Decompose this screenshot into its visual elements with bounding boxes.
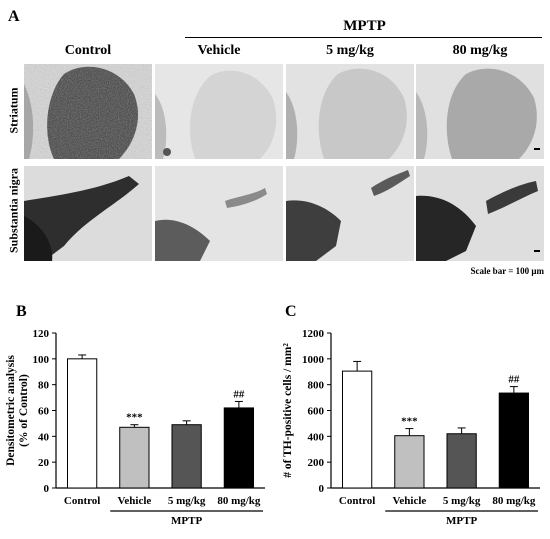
chart-b-bar: [119, 426, 150, 489]
micrograph-striatum-control: [24, 64, 152, 159]
chart-b-bar: [66, 358, 98, 489]
chart-c-y-tick-label: 1200: [302, 328, 325, 340]
chart-b-y-tick-label: 80: [38, 380, 50, 392]
mptp-header-line: [185, 37, 542, 38]
chart-c-bar: [498, 392, 530, 489]
chart-b-y-tick-label: 120: [33, 328, 50, 340]
chart-b-y-axis-label: (% of Control): [18, 374, 30, 447]
chart-b-x-tick-label: Control: [64, 495, 100, 507]
chart-c-x-tick-label: Control: [339, 495, 375, 507]
chart-c-x-tick-label: 5 mg/kg: [443, 495, 481, 507]
chart-c-bar: [341, 370, 373, 489]
chart-b-bar: [223, 407, 255, 489]
column-header-80mg: 80 mg/kg: [452, 43, 508, 58]
chart-b-y-tick-label: 100: [33, 354, 50, 366]
column-header-control: Control: [64, 43, 112, 58]
micrograph-sn-vehicle: [155, 166, 283, 261]
chart-c-y-tick-label: 400: [308, 431, 325, 443]
chart-b-y-tick-label: 20: [38, 457, 50, 469]
chart-b-x-tick-label: 5 mg/kg: [168, 495, 206, 507]
panel-c-label: C: [285, 303, 297, 320]
chart-c-y-tick-label: 800: [308, 380, 325, 392]
chart-b-bar: [171, 424, 202, 489]
chart-c-bar: [394, 435, 425, 489]
chart-c-y-tick-label: 600: [308, 406, 325, 418]
chart-c-y-axis-label: # of TH-positive cells / mm²: [282, 343, 294, 478]
chart-b-y-tick-label: 60: [38, 406, 50, 418]
chart-b-y-tick-label: 0: [44, 483, 50, 495]
chart-b-x-tick-label: 80 mg/kg: [217, 495, 261, 507]
chart-c-y-tick-label: 1000: [302, 354, 325, 366]
scale-bar-label: Scale bar = 100 μm: [470, 266, 544, 276]
chart-c-svg: 0 200 400 600 800 1000 1200 # of TH-positive ce…: [282, 328, 540, 527]
row-header-striatum: Striatum: [6, 87, 21, 134]
micrograph-sn-80mg: [416, 166, 544, 261]
chart-b-x-tick-label: Vehicle: [117, 495, 151, 507]
chart-b-significance-mark: ***: [126, 412, 143, 424]
chart-c-x-tick-label: 80 mg/kg: [492, 495, 536, 507]
chart-b-significance-mark: ##: [233, 388, 245, 400]
chart-b-group-label: MPTP: [171, 515, 202, 527]
panel-a-label: A: [8, 8, 20, 25]
column-header-5mg: 5 mg/kg: [326, 43, 374, 58]
chart-c-significance-mark: ***: [401, 416, 418, 428]
micrograph-sn-5mg: [286, 166, 414, 261]
chart-th-positive: 0 200 400 600 800 1000 1200 # of TH-positive ce…: [275, 316, 550, 534]
chart-c-x-tick-label: Vehicle: [392, 495, 426, 507]
row-header-substantia-nigra: Substantia nigra: [6, 167, 21, 254]
chart-c-bar: [446, 433, 477, 489]
chart-densitometric: 0 20 40 60 80 100 120 Densitometric analysis (% …: [0, 316, 275, 534]
chart-b-y-axis-label: Densitometric analysis: [5, 355, 17, 466]
mptp-header: MPTP: [343, 18, 386, 34]
panel-b-label: B: [16, 303, 27, 320]
chart-c-y-tick-label: 200: [308, 457, 325, 469]
micrograph-sn-control: [24, 166, 152, 261]
micrograph-striatum-80mg: [416, 64, 544, 159]
chart-c-y-tick-label: 0: [319, 483, 325, 495]
chart-c-significance-mark: ##: [508, 374, 520, 386]
column-header-vehicle: Vehicle: [197, 43, 241, 58]
chart-b-svg: 0 20 40 60 80 100 120 Densitometric analysis (% …: [5, 328, 265, 527]
chart-c-group-label: MPTP: [446, 515, 477, 527]
chart-b-y-tick-label: 40: [38, 431, 50, 443]
micrograph-striatum-vehicle: [155, 64, 283, 159]
micrograph-striatum-5mg: [286, 64, 414, 159]
